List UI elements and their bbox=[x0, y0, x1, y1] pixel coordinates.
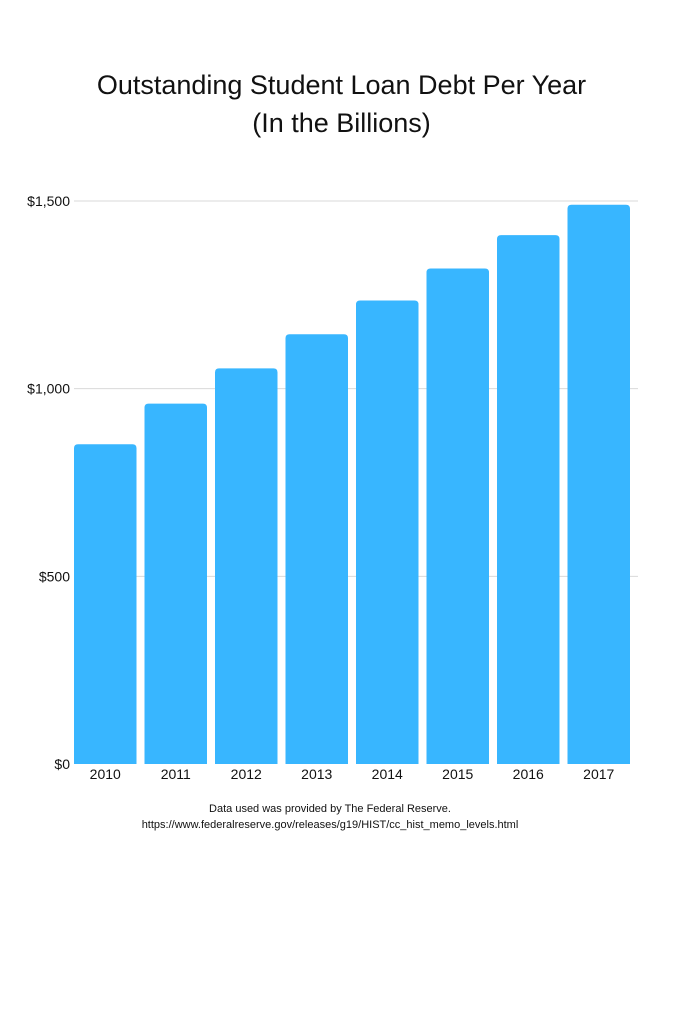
source-note: Data used was provided by The Federal Re… bbox=[0, 801, 660, 833]
x-tick-label: 2016 bbox=[513, 766, 544, 782]
bar-2012 bbox=[215, 368, 278, 764]
bar-2014 bbox=[356, 300, 419, 764]
y-tick-label: $500 bbox=[39, 568, 70, 584]
chart-title: Outstanding Student Loan Debt Per Year (… bbox=[0, 66, 683, 142]
x-tick-label: 2011 bbox=[161, 766, 191, 782]
chart-title-line-2: (In the Billions) bbox=[252, 108, 431, 138]
source-note-line-1: Data used was provided by The Federal Re… bbox=[209, 803, 451, 815]
bar-chart: $0$500$1,000$1,500 2010 2011 2012 2013 2014 2… bbox=[27, 193, 638, 782]
bar-2011 bbox=[144, 403, 207, 764]
bar-2015 bbox=[426, 268, 489, 764]
x-tick-label: 2012 bbox=[231, 766, 262, 782]
x-tick-label: 2010 bbox=[90, 766, 121, 782]
x-tick-label: 2015 bbox=[442, 766, 473, 782]
bars bbox=[74, 204, 630, 765]
bar-2013 bbox=[285, 334, 348, 764]
y-axis-tick-labels: $0 $500 $1,000 $1,500 bbox=[27, 193, 70, 772]
x-tick-label: 2013 bbox=[301, 766, 332, 782]
y-tick-label: $1,500 bbox=[27, 193, 70, 209]
x-tick-label: 2017 bbox=[583, 766, 614, 782]
source-url: https://www.federalreserve.gov/releases/… bbox=[141, 819, 519, 831]
bar-2017 bbox=[567, 204, 630, 765]
bar-2016 bbox=[497, 235, 560, 764]
chart-title-line-1: Outstanding Student Loan Debt Per Year bbox=[96, 70, 587, 100]
x-tick-label: 2014 bbox=[372, 766, 403, 782]
y-tick-label: $1,000 bbox=[27, 381, 70, 397]
bar-2010 bbox=[74, 444, 137, 764]
y-tick-label: $0 bbox=[54, 756, 70, 772]
x-axis-tick-labels: 2010 2011 2012 2013 2014 2015 2016 2017 bbox=[90, 766, 615, 782]
